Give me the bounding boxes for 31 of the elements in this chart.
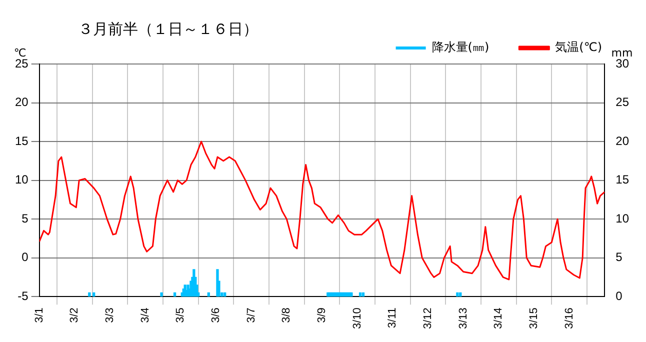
y2-tick-label: 15 [616,172,630,187]
x-tick-label: 3/15 [528,308,540,330]
x-tick-label: 3/12 [422,308,434,330]
x-tick-label: 3/16 [563,308,576,330]
x-tick-label: 3/2 [68,308,81,323]
y-tick-label: 20 [14,95,29,110]
x-tick-label: 3/3 [104,308,116,323]
y-tick-label: 10 [14,172,29,187]
y2-tick-label: 10 [616,211,630,226]
y2-tick-label: 20 [616,134,630,148]
x-tick-label: 3/9 [316,308,328,323]
x-tick-label: 3/6 [210,308,222,323]
legend-label: 気温(℃) [555,40,602,54]
x-tick-label: 3/14 [492,308,505,330]
x-tick-label: 3/11 [386,308,399,328]
y-tick-label: 5 [22,211,29,226]
chart-title: ３月前半（１日～１６日） [78,20,258,39]
x-tick-label: 3/5 [174,308,187,323]
x-tick-label: 3/13 [457,308,470,330]
x-tick-label: 3/1 [33,308,46,323]
x-tick-label: 3/4 [139,308,152,323]
y2-tick-label: 5 [616,250,623,264]
legend-label: 降水量(㎜) [432,40,490,54]
y-tick-label: 0 [22,250,29,264]
y-tick-label: 15 [14,134,29,148]
x-tick-label: 3/8 [280,308,293,323]
x-tick-label: 3/7 [245,308,258,323]
y2-tick-label: 25 [616,95,630,110]
y-tick-label: -5 [18,288,29,303]
x-tick-label: 3/10 [351,308,364,330]
y2-tick-label: 0 [616,288,623,303]
